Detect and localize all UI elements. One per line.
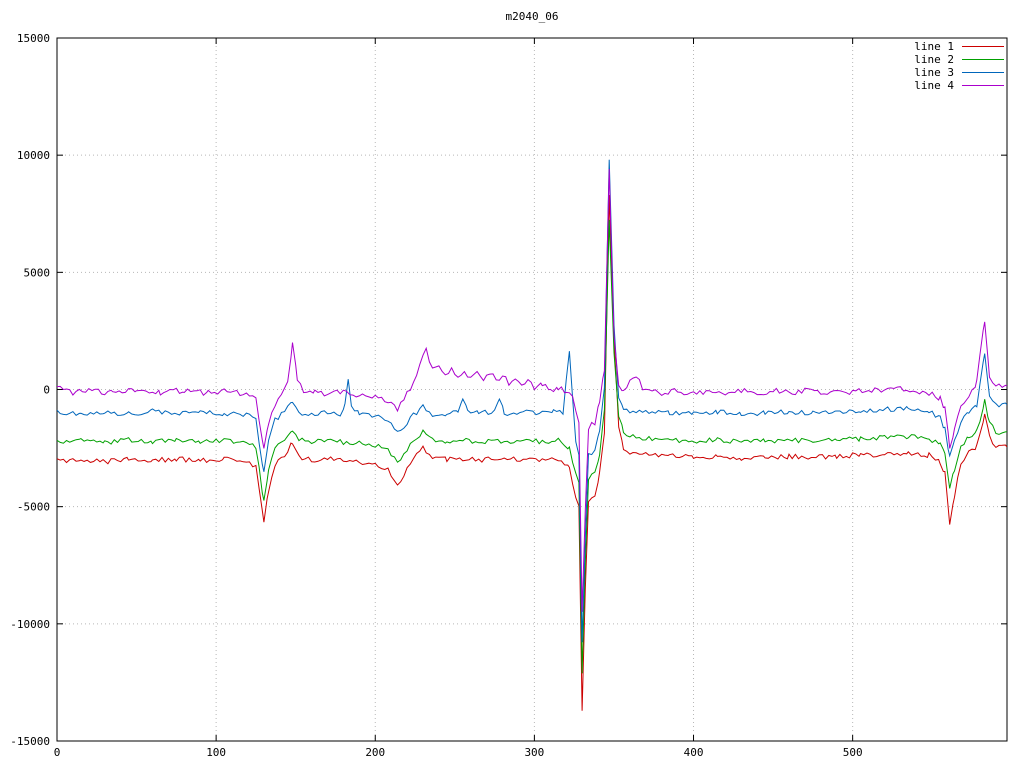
x-tick-label: 500 [843,746,863,759]
series-line-1 [57,194,1007,711]
legend-item: line 3 [914,65,1004,79]
x-tick-label: 400 [684,746,704,759]
legend-line-sample [962,58,1004,60]
legend-line-sample [962,71,1004,73]
legend: line 1 line 2 line 3 line 4 [914,39,1004,92]
x-tick-label: 100 [206,746,226,759]
series-line-3 [57,159,1007,643]
legend-item: line 4 [914,78,1004,92]
legend-label: line 2 [914,52,954,66]
legend-label: line 3 [914,65,954,79]
y-tick-label: 10000 [17,149,50,162]
y-tick-label: 5000 [24,266,51,279]
legend-item: line 2 [914,52,1004,66]
y-tick-label: 0 [43,384,50,397]
y-tick-label: 15000 [17,32,50,45]
legend-line-sample [962,84,1004,86]
y-tick-label: -10000 [10,618,50,631]
y-tick-label: -5000 [17,501,50,514]
chart-title: m2040_06 [505,10,559,23]
series-line-2 [57,219,1007,674]
x-tick-label: 300 [524,746,544,759]
series-line-4 [57,168,1007,612]
legend-item: line 1 [914,39,1004,53]
y-tick-label: -15000 [10,735,50,748]
legend-label: line 4 [914,78,954,92]
legend-line-sample [962,45,1004,47]
x-tick-label: 200 [365,746,385,759]
legend-label: line 1 [914,39,954,53]
x-tick-label: 0 [54,746,61,759]
